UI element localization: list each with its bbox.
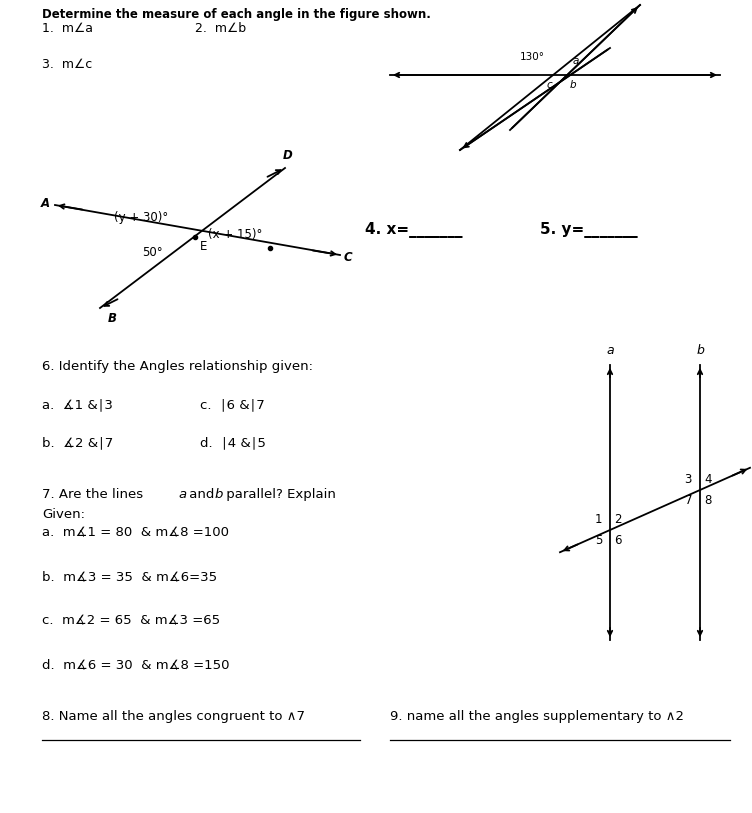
Text: 1.  m∠a: 1. m∠a xyxy=(42,22,93,35)
Text: A: A xyxy=(41,197,50,210)
Text: Determine the measure of each angle in the figure shown.: Determine the measure of each angle in t… xyxy=(42,8,431,21)
Text: a: a xyxy=(606,344,614,357)
Text: 7. Are the lines: 7. Are the lines xyxy=(42,488,147,501)
Text: 4: 4 xyxy=(704,473,711,486)
Text: 8: 8 xyxy=(704,494,711,507)
Text: 2: 2 xyxy=(614,513,621,526)
Text: a: a xyxy=(573,56,579,66)
Text: E: E xyxy=(200,240,208,253)
Text: a.  ∡1 &∣3: a. ∡1 &∣3 xyxy=(42,398,113,411)
Text: 8. Name all the angles congruent to ∧7: 8. Name all the angles congruent to ∧7 xyxy=(42,710,305,723)
Text: 130°: 130° xyxy=(520,52,545,62)
Text: C: C xyxy=(344,250,353,263)
Text: b.  m∡3 = 35  & m∡6=35: b. m∡3 = 35 & m∡6=35 xyxy=(42,570,217,583)
Text: (x + 15)°: (x + 15)° xyxy=(208,228,262,241)
Text: and: and xyxy=(185,488,219,501)
Text: d.  m∡6 = 30  & m∡8 =150: d. m∡6 = 30 & m∡8 =150 xyxy=(42,658,229,671)
Text: 4. x=_______: 4. x=_______ xyxy=(365,222,462,238)
Text: 6. Identify the Angles relationship given:: 6. Identify the Angles relationship give… xyxy=(42,360,313,373)
Text: 6: 6 xyxy=(614,534,621,547)
Text: b: b xyxy=(215,488,223,501)
Text: Given:: Given: xyxy=(42,508,85,521)
Text: 5. y=_______: 5. y=_______ xyxy=(540,222,638,238)
Text: 5: 5 xyxy=(595,534,602,547)
Text: c.  ∣6 &∣7: c. ∣6 &∣7 xyxy=(200,398,265,411)
Text: D: D xyxy=(283,149,293,162)
Text: d.  ∣4 &∣5: d. ∣4 &∣5 xyxy=(200,436,266,449)
Text: 2.  m∠b: 2. m∠b xyxy=(195,22,246,35)
Text: 50°: 50° xyxy=(142,246,163,259)
Text: 3.  m∠c: 3. m∠c xyxy=(42,58,92,71)
Text: parallel? Explain: parallel? Explain xyxy=(222,488,336,501)
Text: 3: 3 xyxy=(684,473,692,486)
Text: 7: 7 xyxy=(684,494,692,507)
Text: a.  m∡1 = 80  & m∡8 =100: a. m∡1 = 80 & m∡8 =100 xyxy=(42,526,229,539)
Text: 1: 1 xyxy=(595,513,602,526)
Text: c: c xyxy=(546,80,552,90)
Text: b: b xyxy=(696,344,704,357)
Text: a: a xyxy=(178,488,186,501)
Text: 9. name all the angles supplementary to ∧2: 9. name all the angles supplementary to … xyxy=(390,710,684,723)
Text: B: B xyxy=(108,312,117,325)
Text: b.  ∡2 &∣7: b. ∡2 &∣7 xyxy=(42,436,114,449)
Text: c.  m∡2 = 65  & m∡3 =65: c. m∡2 = 65 & m∡3 =65 xyxy=(42,614,220,627)
Text: (y + 30)°: (y + 30)° xyxy=(114,211,168,224)
Text: b: b xyxy=(570,80,577,90)
